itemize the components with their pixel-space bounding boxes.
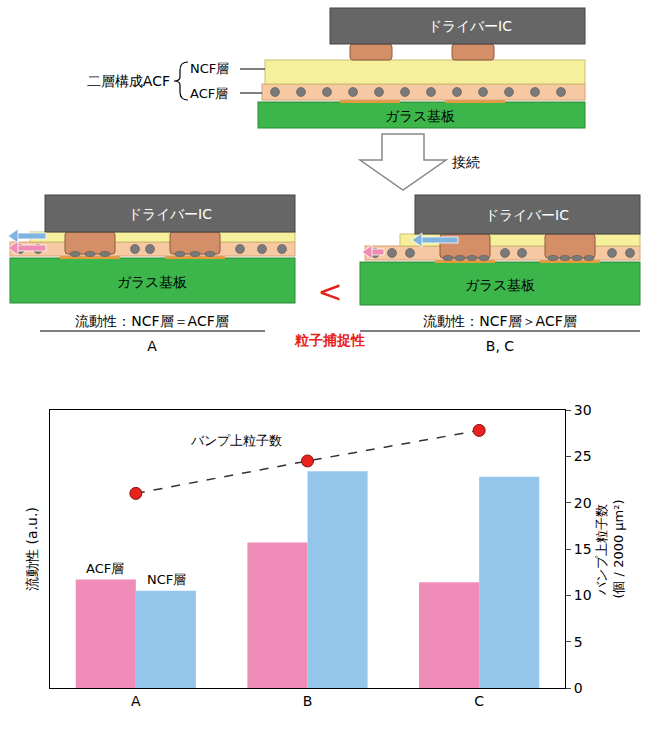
svg-text:二層構成ACF: 二層構成ACF — [87, 73, 170, 89]
svg-text:ガラス基板: ガラス基板 — [385, 108, 455, 124]
svg-text:C: C — [474, 693, 484, 709]
svg-text:A: A — [147, 338, 157, 354]
svg-text:10: 10 — [574, 587, 592, 603]
svg-text:ガラス基板: ガラス基板 — [465, 277, 535, 293]
svg-text:15: 15 — [574, 541, 592, 557]
svg-text:NCF層: NCF層 — [147, 572, 186, 587]
svg-text:ACF層: ACF層 — [190, 86, 228, 101]
svg-text:バンプ上粒子数: バンプ上粒子数 — [190, 433, 282, 448]
svg-text:<: < — [317, 274, 342, 309]
svg-text:5: 5 — [574, 634, 583, 650]
svg-text:ドライバーIC: ドライバーIC — [485, 207, 569, 223]
svg-text:流動性 (a.u.): 流動性 (a.u.) — [24, 507, 40, 591]
svg-text:20: 20 — [574, 495, 592, 511]
svg-text:ドライバーIC: ドライバーIC — [428, 18, 512, 34]
svg-text:ドライバーIC: ドライバーIC — [128, 206, 212, 222]
svg-text:ガラス基板: ガラス基板 — [117, 274, 187, 290]
svg-text:接続: 接続 — [452, 154, 480, 170]
svg-text:流動性：NCF層＞ACF層: 流動性：NCF層＞ACF層 — [423, 313, 576, 329]
svg-text:流動性：NCF層＝ACF層: 流動性：NCF層＝ACF層 — [75, 313, 228, 329]
svg-text:30: 30 — [574, 402, 592, 418]
svg-text:25: 25 — [574, 448, 592, 464]
svg-text:ACF層: ACF層 — [86, 561, 124, 576]
svg-text:粒子捕捉性: 粒子捕捉性 — [294, 332, 365, 348]
svg-text:NCF層: NCF層 — [190, 61, 229, 76]
svg-text:0: 0 — [574, 680, 583, 696]
svg-text:A: A — [131, 693, 141, 709]
svg-text:B, C: B, C — [486, 338, 515, 354]
svg-text:バンプ上粒子数(個 / 2000 μm²): バンプ上粒子数(個 / 2000 μm²) — [594, 499, 626, 598]
svg-text:B: B — [303, 693, 313, 709]
